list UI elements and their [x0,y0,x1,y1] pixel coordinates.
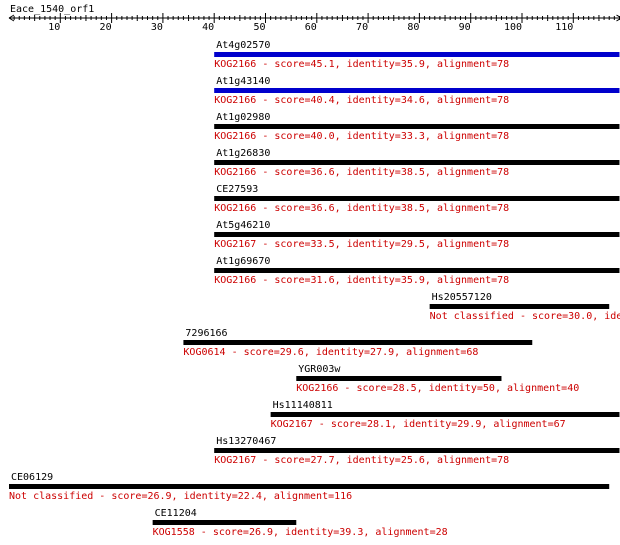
hit-bar[interactable] [270,412,620,417]
hit-annotation: KOG2166 - score=31.6, identity=35.9, ali… [214,275,509,286]
ruler-tick-label: 110 [555,22,573,33]
hit-name[interactable]: CE11204 [155,508,197,519]
hit-name[interactable]: At4g02570 [216,40,270,51]
hit-annotation: KOG2166 - score=40.0, identity=33.3, ali… [214,131,509,142]
hit-row[interactable]: Hs20557120 Not classified - score=30.0, i… [429,292,620,322]
hit-list: At4g02570 KOG2166 - score=45.1, identity=… [9,40,620,538]
hit-row[interactable]: At5g46210 KOG2167 - score=33.5, identity=… [214,220,620,250]
hit-annotation: KOG2166 - score=45.1, identity=35.9, ali… [214,59,509,70]
hit-bar[interactable] [214,448,620,453]
hit-annotation: KOG2166 - score=36.6, identity=38.5, ali… [214,167,509,178]
hit-row[interactable]: Hs11140811 KOG2167 - score=28.1, identity… [270,400,620,430]
hit-name[interactable]: At5g46210 [216,220,270,231]
ruler-tick-label: 70 [356,22,368,33]
hit-row[interactable]: At4g02570 KOG2166 - score=45.1, identity=… [214,40,620,70]
ruler-tick-label: 20 [100,22,112,33]
hit-bar[interactable] [214,52,620,57]
hit-row[interactable]: At1g43140 KOG2166 - score=40.4, identity=… [214,76,620,106]
hit-bar[interactable] [214,232,620,237]
hit-name[interactable]: CE27593 [216,184,258,195]
ruler-tick-label: 30 [151,22,163,33]
hit-annotation: Not classified - score=26.9, identity=22… [9,491,352,502]
hit-annotation: KOG2166 - score=40.4, identity=34.6, ali… [214,95,509,106]
ruler-tick-label: 80 [407,22,419,33]
hit-bar[interactable] [183,340,533,345]
hit-name[interactable]: CE06129 [11,472,53,483]
hit-annotation: KOG1558 - score=26.9, identity=39.3, ali… [153,527,448,538]
query-name: Eace_1540_orf1 [10,4,94,15]
hit-annotation: KOG2167 - score=28.1, identity=29.9, ali… [271,419,566,430]
hit-row[interactable]: Hs13270467 KOG2167 - score=27.7, identity… [214,436,620,466]
hit-row[interactable]: At1g26830 KOG2166 - score=36.6, identity=… [214,148,620,178]
hit-name[interactable]: Hs20557120 [432,292,492,303]
hit-row[interactable]: CE11204 KOG1558 - score=26.9, identity=39… [152,508,448,538]
hit-name[interactable]: Hs13270467 [216,436,276,447]
hit-bar[interactable] [296,376,502,381]
hit-name[interactable]: Hs11140811 [273,400,333,411]
hit-bar[interactable] [429,304,610,309]
hit-annotation: KOG2166 - score=28.5, identity=50, align… [296,383,579,394]
hit-row[interactable]: CE27593 KOG2166 - score=36.6, identity=38… [214,184,620,214]
position-ruler: 10 20 30 40 50 60 70 80 90 100 110 [8,13,620,33]
ruler-tick-label: 60 [305,22,317,33]
hit-annotation: KOG2166 - score=36.6, identity=38.5, ali… [214,203,509,214]
hit-bar[interactable] [214,160,620,165]
hit-bar[interactable] [152,520,297,525]
hit-name[interactable]: At1g26830 [216,148,270,159]
hit-row[interactable]: CE06129 Not classified - score=26.9, iden… [9,472,610,502]
hit-row[interactable]: YGR003w KOG2166 - score=28.5, identity=50… [296,364,579,394]
hit-annotation: KOG2167 - score=33.5, identity=29.5, ali… [214,239,509,250]
hit-row[interactable]: 7296166 KOG0614 - score=29.6, identity=27… [183,328,533,358]
hit-name[interactable]: At1g02980 [216,112,270,123]
hit-bar[interactable] [214,196,620,201]
hit-name[interactable]: 7296166 [185,328,227,339]
hit-bar[interactable] [214,124,620,129]
hit-annotation: KOG2167 - score=27.7, identity=25.6, ali… [214,455,509,466]
hit-row[interactable]: At1g02980 KOG2166 - score=40.0, identity=… [214,112,620,142]
hit-bar[interactable] [9,484,610,489]
hit-annotation: KOG0614 - score=29.6, identity=27.9, ali… [183,347,478,358]
hit-bar[interactable] [214,268,620,273]
hit-name[interactable]: At1g43140 [216,76,270,87]
hit-bar[interactable] [214,88,620,93]
ruler-left-arrow [8,14,15,22]
ruler-tick-label: 50 [253,22,265,33]
hit-row[interactable]: At1g69670 KOG2166 - score=31.6, identity=… [214,256,620,286]
ruler-tick-label: 90 [459,22,471,33]
hit-name[interactable]: YGR003w [298,364,341,375]
hit-annotation: Not classified - score=30.0, identity= [430,311,620,322]
ruler-tick-label: 40 [202,22,214,33]
hit-name[interactable]: At1g69670 [216,256,270,267]
ruler-tick-label: 10 [48,22,60,33]
ruler-tick-label: 100 [504,22,522,33]
